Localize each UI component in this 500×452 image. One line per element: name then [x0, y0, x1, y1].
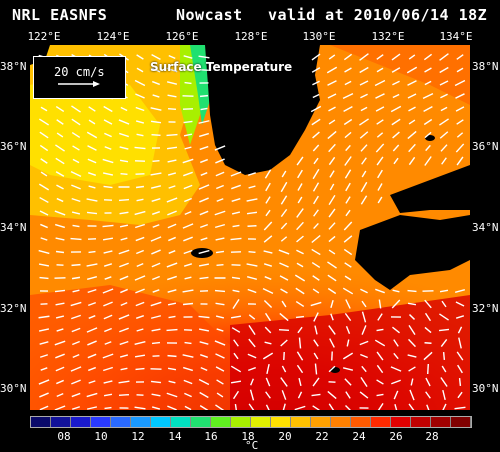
lat-label: 36°N: [472, 140, 499, 153]
current-vector: [215, 291, 225, 292]
current-vector: [425, 343, 432, 344]
current-vector: [72, 265, 81, 266]
current-vector: [121, 174, 128, 175]
lon-label: 122°E: [27, 30, 60, 43]
current-vector: [167, 330, 178, 331]
colorbar-unit: °C: [245, 439, 258, 452]
current-vector: [136, 369, 145, 370]
colorbar: [30, 416, 472, 428]
colorbar-tick: 24: [352, 430, 365, 443]
current-vector: [185, 83, 192, 84]
scale-label: 20 cm/s: [54, 65, 105, 79]
colorbar-swatch: [151, 417, 171, 427]
current-vector: [167, 135, 178, 136]
source-label: NRL EASNFS: [12, 6, 107, 24]
map-title: Surface Temperature: [150, 60, 292, 74]
colorbar-swatch: [91, 417, 111, 427]
colorbar-swatch: [171, 417, 191, 427]
lat-label: 32°N: [472, 302, 499, 315]
product-label: Nowcast: [176, 6, 243, 24]
colorbar-swatch: [431, 417, 451, 427]
lat-label: 36°N: [0, 140, 27, 153]
colorbar-tick: 26: [389, 430, 402, 443]
colorbar-swatch: [211, 417, 231, 427]
colorbar-swatch: [111, 417, 131, 427]
colorbar-swatch: [31, 417, 51, 427]
current-vector: [153, 161, 160, 162]
lat-label: 30°N: [472, 382, 499, 395]
colorbar-swatch: [271, 417, 291, 427]
colorbar-swatch: [291, 417, 311, 427]
lon-label: 126°E: [165, 30, 198, 43]
colorbar-tick: 16: [204, 430, 217, 443]
colorbar-swatch: [351, 417, 371, 427]
colorbar-swatch: [311, 417, 331, 427]
colorbar-swatch: [191, 417, 211, 427]
temperature-map: [30, 45, 470, 410]
current-vector: [152, 135, 161, 136]
current-vector: [279, 330, 289, 331]
lat-label: 38°N: [0, 60, 27, 73]
lat-label: 32°N: [0, 302, 27, 315]
lon-label: 124°E: [96, 30, 129, 43]
current-vector: [71, 239, 82, 240]
current-vector: [428, 364, 429, 374]
current-vector: [89, 252, 96, 253]
colorbar-tick: 08: [57, 430, 70, 443]
current-vector: [40, 278, 49, 279]
colorbar-swatch: [371, 417, 391, 427]
colorbar-swatch: [231, 417, 251, 427]
colorbar-swatch: [71, 417, 91, 427]
colorbar-swatch: [411, 417, 431, 427]
current-vector: [444, 352, 445, 360]
colorbar-tick: 12: [131, 430, 144, 443]
current-vector: [152, 343, 160, 344]
colorbar-swatch: [51, 417, 71, 427]
colorbar-tick: 14: [168, 430, 181, 443]
colorbar-swatch: [251, 417, 271, 427]
lon-label: 132°E: [371, 30, 404, 43]
colorbar-tick: 10: [94, 430, 107, 443]
lat-label: 30°N: [0, 382, 27, 395]
colorbar-swatch: [331, 417, 351, 427]
current-vector: [249, 252, 256, 253]
current-vector: [296, 317, 304, 318]
current-vector: [119, 395, 129, 396]
colorbar-tick: 22: [315, 430, 328, 443]
current-vector: [105, 408, 112, 409]
colorbar-tick: 20: [278, 430, 291, 443]
scale-legend: 20 cm/s: [33, 56, 126, 99]
lon-label: 134°E: [439, 30, 472, 43]
lon-label: 128°E: [234, 30, 267, 43]
lon-label: 130°E: [302, 30, 335, 43]
current-vector: [183, 303, 193, 304]
colorbar-swatch: [451, 417, 471, 427]
current-vector: [408, 291, 417, 292]
current-vector: [217, 265, 224, 266]
current-vector: [248, 226, 257, 227]
current-vector: [185, 343, 192, 344]
current-vector: [168, 356, 177, 357]
current-vector: [136, 187, 144, 188]
valid-time-label: valid at 2010/06/14 18Z: [268, 6, 487, 24]
current-vector: [200, 96, 208, 97]
lat-label: 34°N: [472, 221, 499, 234]
scale-arrow-icon: [56, 79, 102, 89]
lat-label: 34°N: [0, 221, 27, 234]
current-vector: [460, 378, 461, 386]
lat-label: 38°N: [472, 60, 499, 73]
colorbar-swatch: [131, 417, 151, 427]
current-vector: [168, 109, 176, 110]
colorbar-tick: 28: [425, 430, 438, 443]
colorbar-swatch: [391, 417, 411, 427]
current-vector: [119, 200, 129, 201]
